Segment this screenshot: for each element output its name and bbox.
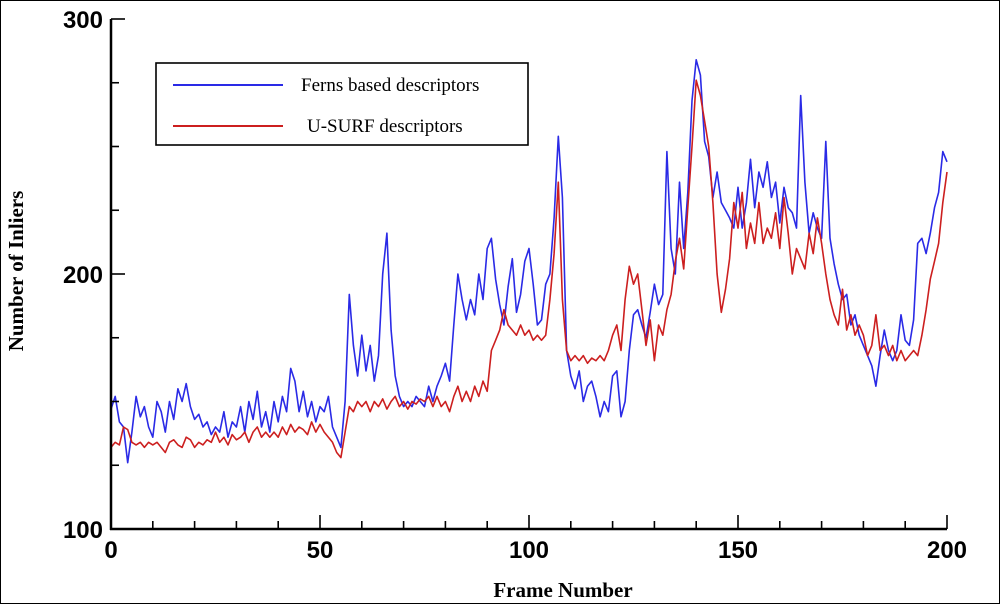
y-tick-label: 200: [63, 262, 103, 289]
x-tick-label: 100: [509, 537, 549, 564]
y-tick-label: 300: [63, 7, 103, 34]
series-line-ferns: [110, 58, 948, 464]
series-line-usurf: [110, 79, 948, 459]
x-axis-title: Frame Number: [493, 578, 632, 602]
ticks-layer: 0 50 100 150 200 100 200 300: [63, 7, 967, 564]
y-tick-label: 100: [63, 517, 103, 544]
legend-box: [155, 62, 529, 146]
x-tick-label: 0: [104, 537, 117, 564]
legend-label-usurf: U-SURF descriptors: [307, 116, 463, 137]
x-tick-label: 150: [718, 537, 758, 564]
x-tick-label: 200: [927, 537, 967, 564]
series-layer: [110, 58, 948, 464]
legend-label-ferns: Ferns based descriptors: [301, 75, 479, 96]
x-tick-label: 50: [307, 537, 334, 564]
legend: Ferns based descriptors U-SURF descripto…: [155, 62, 529, 146]
y-axis-title: Number of Inliers: [4, 191, 28, 352]
